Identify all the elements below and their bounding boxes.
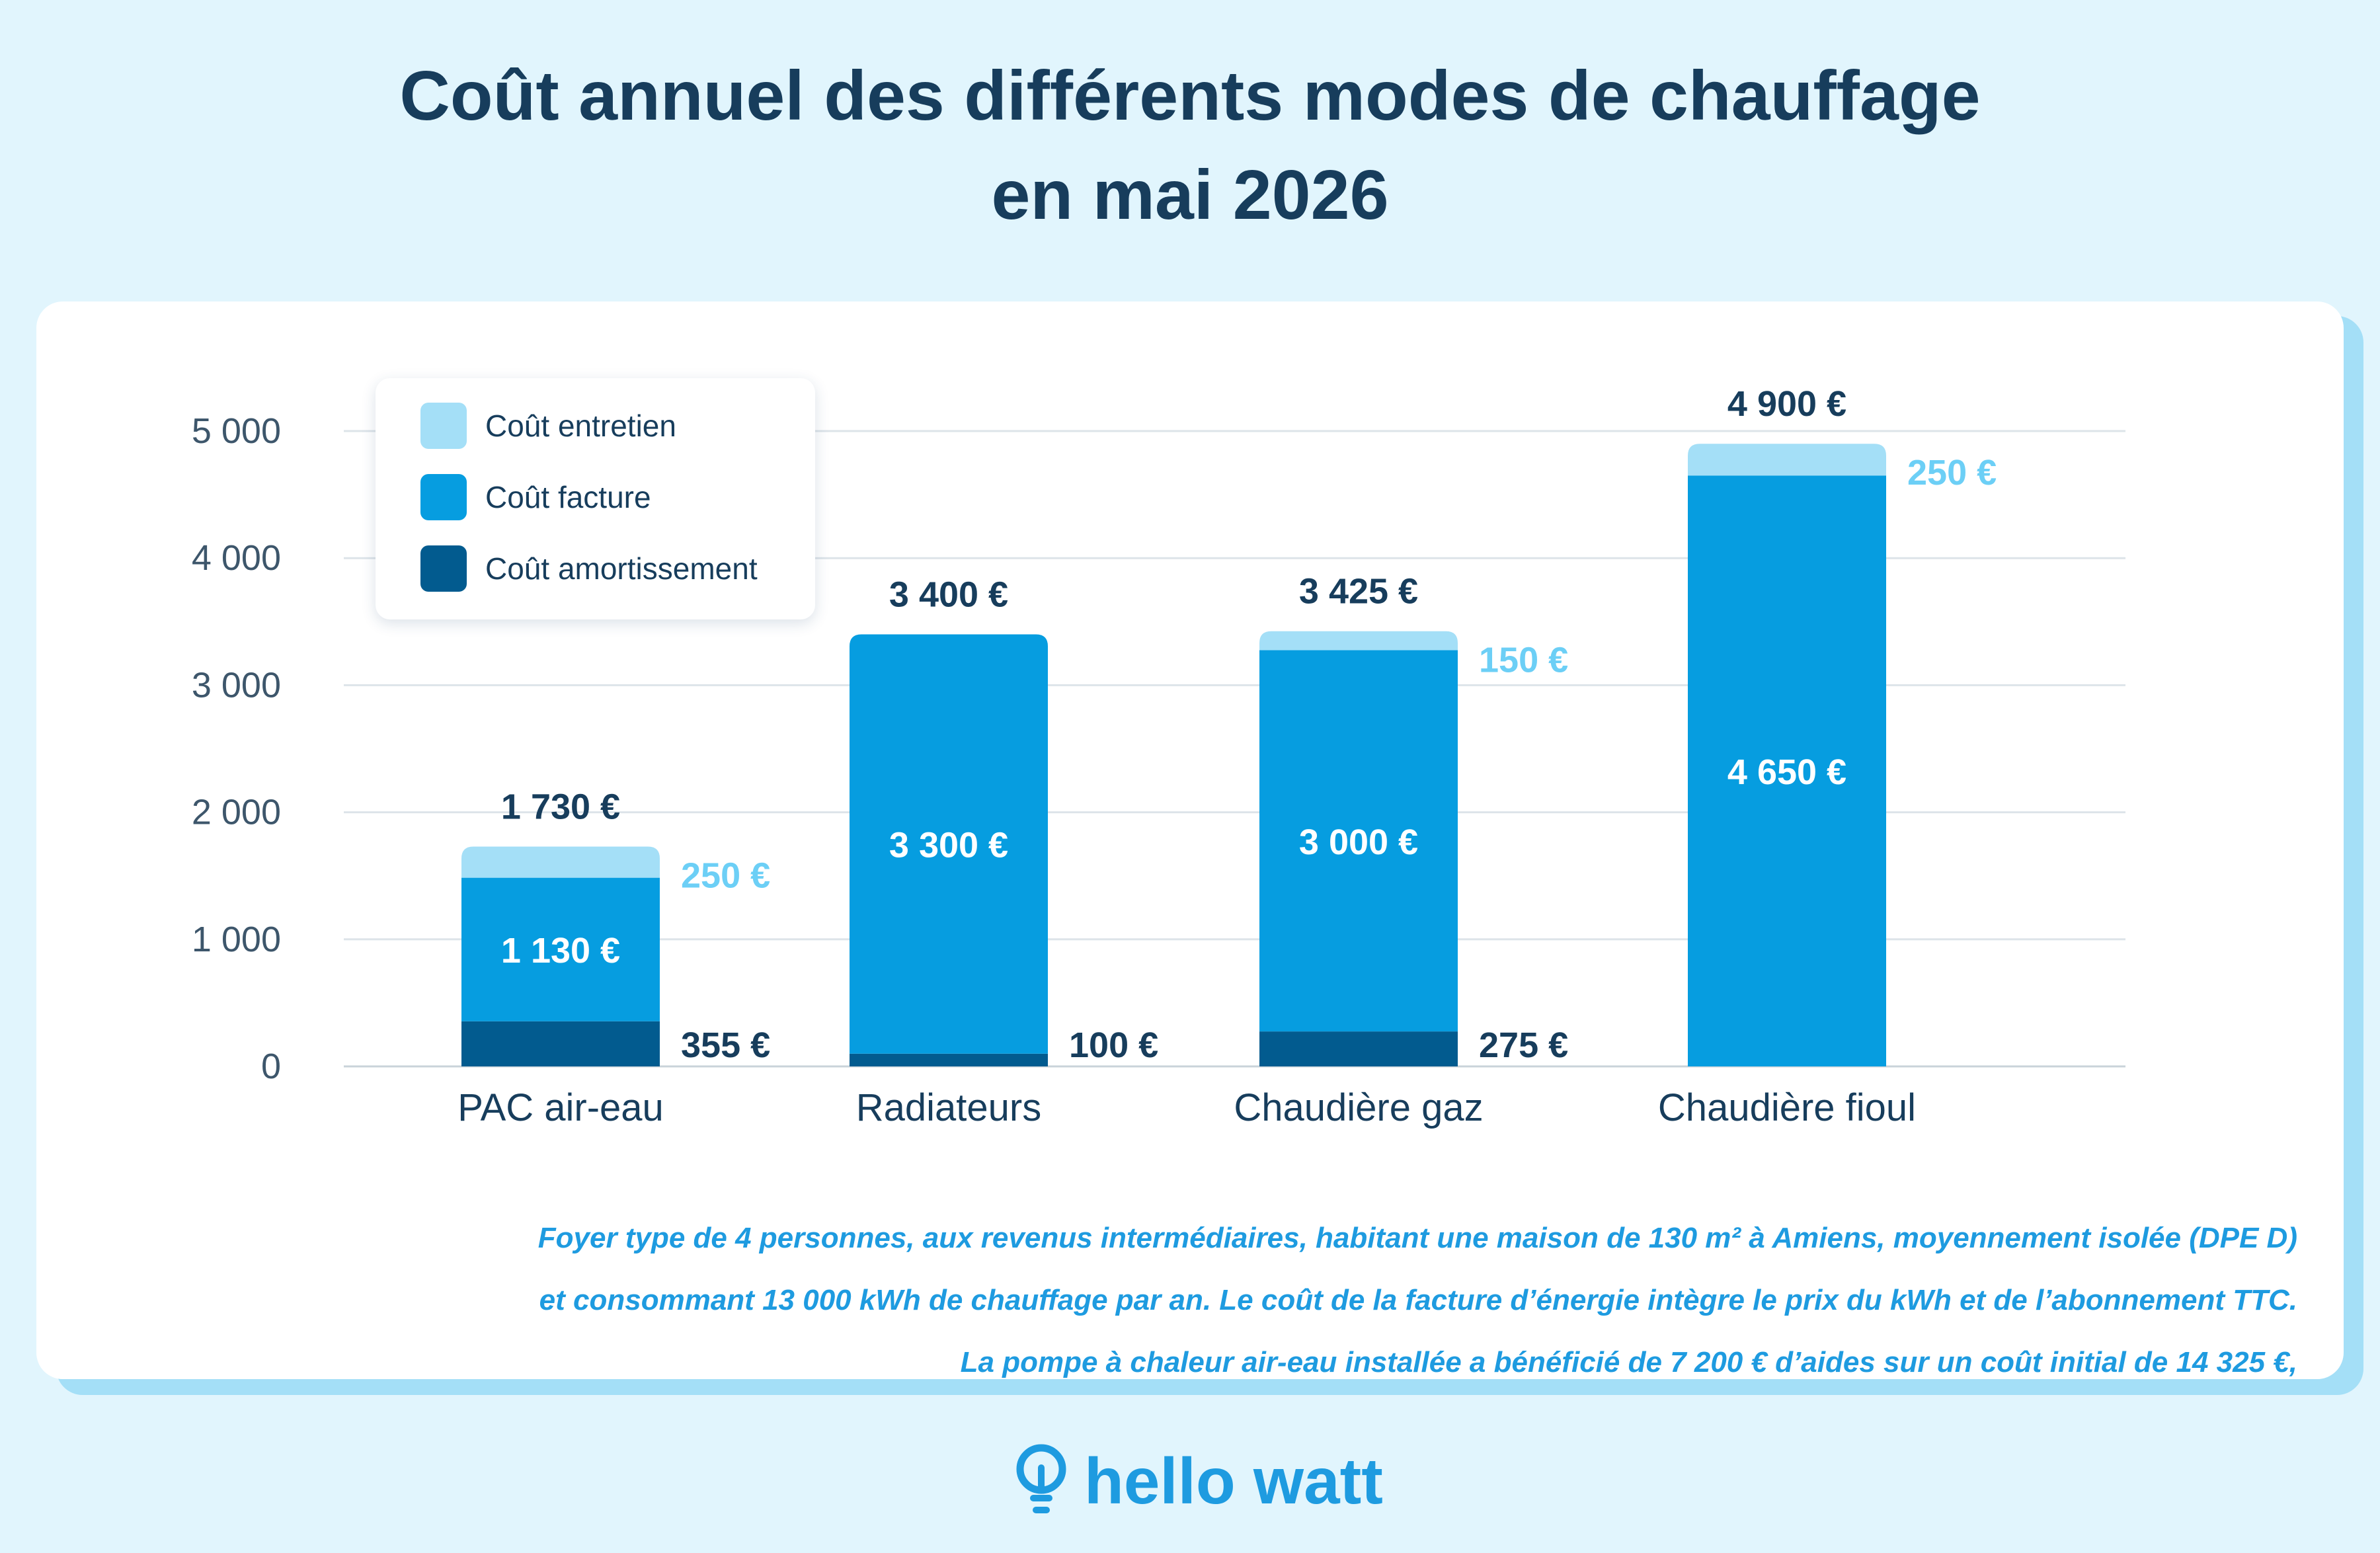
brand-logo: hello watt [1012, 1435, 1383, 1527]
footnote-line-3: La pompe à chaleur air-eau installée a b… [960, 1346, 2297, 1378]
data-label-pac-air-eau-entretien: 250 € [681, 856, 770, 895]
lightbulb-icon [1016, 1444, 1066, 1513]
x-tick-label-chaudi-re-fioul: Chaudière fioul [1658, 1086, 1916, 1129]
bar-pac-air-eau-co-t-amortissement [461, 1021, 660, 1066]
bar-chaudi-re-gaz-co-t-entretien [1259, 631, 1458, 651]
y-tick-label-5000: 5 000 [192, 411, 281, 451]
bar-chaudi-re-fioul-co-t-entretien [1688, 444, 1886, 476]
total-label-chaudi-re-gaz: 3 425 € [1299, 572, 1418, 612]
brand-name: hello watt [1084, 1444, 1383, 1517]
total-label-chaudi-re-fioul: 4 900 € [1727, 384, 1846, 424]
x-tick-label-pac-air-eau: PAC air-eau [457, 1086, 664, 1129]
chart-title-line-1: Coût annuel des différents modes de chau… [399, 57, 1981, 135]
footnote-line-2: et consommant 13 000 kWh de chauffage pa… [539, 1284, 2297, 1316]
data-label-pac-air-eau-facture: 1 130 € [501, 931, 620, 971]
bar-pac-air-eau-co-t-entretien [461, 846, 660, 878]
total-label-radiateurs: 3 400 € [889, 575, 1008, 615]
y-tick-label-1000: 1 000 [192, 920, 281, 959]
bar-chaudi-re-fioul-co-t-facture [1688, 475, 1886, 1066]
y-tick-label-0: 0 [261, 1047, 281, 1086]
data-label-pac-air-eau-amortissement: 355 € [681, 1025, 770, 1065]
legend-swatch-facture [420, 474, 467, 520]
y-tick-label-4000: 4 000 [192, 538, 281, 578]
bar-chaudi-re-gaz-co-t-amortissement [1259, 1031, 1458, 1066]
legend-label-entretien: Coût entretien [485, 409, 676, 443]
bar-pac-air-eau-co-t-facture [461, 877, 660, 1021]
footnote: Foyer type de 4 personnes, aux revenus i… [116, 1207, 2297, 1394]
bar-radiateurs-co-t-facture [850, 634, 1048, 1054]
legend-item-facture: Coût facture [420, 473, 651, 521]
data-label-chaudi-re-gaz-amortissement: 275 € [1479, 1025, 1568, 1065]
legend-swatch-amortissement [420, 545, 467, 592]
bar-chaudi-re-gaz-co-t-facture [1259, 650, 1458, 1032]
data-label-chaudi-re-gaz-entretien: 150 € [1479, 641, 1568, 680]
legend-label-facture: Coût facture [485, 480, 651, 514]
bar-radiateurs-co-t-amortissement [850, 1053, 1048, 1066]
legend-swatch-entretien [420, 403, 467, 449]
chart-title: Coût annuel des différents modes de chau… [0, 46, 2380, 245]
legend-label-amortissement: Coût amortissement [485, 551, 758, 586]
legend-item-entretien: Coût entretien [420, 402, 676, 450]
data-label-radiateurs-facture: 3 300 € [889, 826, 1008, 865]
data-label-chaudi-re-gaz-facture: 3 000 € [1299, 822, 1418, 862]
legend-item-amortissement: Coût amortissement [420, 545, 758, 592]
y-tick-label-2000: 2 000 [192, 793, 281, 832]
footnote-line-1: Foyer type de 4 personnes, aux revenus i… [537, 1222, 2297, 1254]
data-label-chaudi-re-fioul-entretien: 250 € [1907, 453, 1997, 493]
chart-legend: Coût entretien Coût facture Coût amortis… [376, 378, 815, 619]
data-label-radiateurs-amortissement: 100 € [1069, 1025, 1158, 1065]
x-tick-label-chaudi-re-gaz: Chaudière gaz [1234, 1086, 1483, 1129]
y-tick-label-3000: 3 000 [192, 665, 281, 705]
data-label-chaudi-re-fioul-facture: 4 650 € [1727, 752, 1846, 792]
total-label-pac-air-eau: 1 730 € [501, 787, 620, 826]
chart-title-line-2: en mai 2026 [991, 156, 1389, 234]
x-tick-label-radiateurs: Radiateurs [856, 1086, 1041, 1129]
